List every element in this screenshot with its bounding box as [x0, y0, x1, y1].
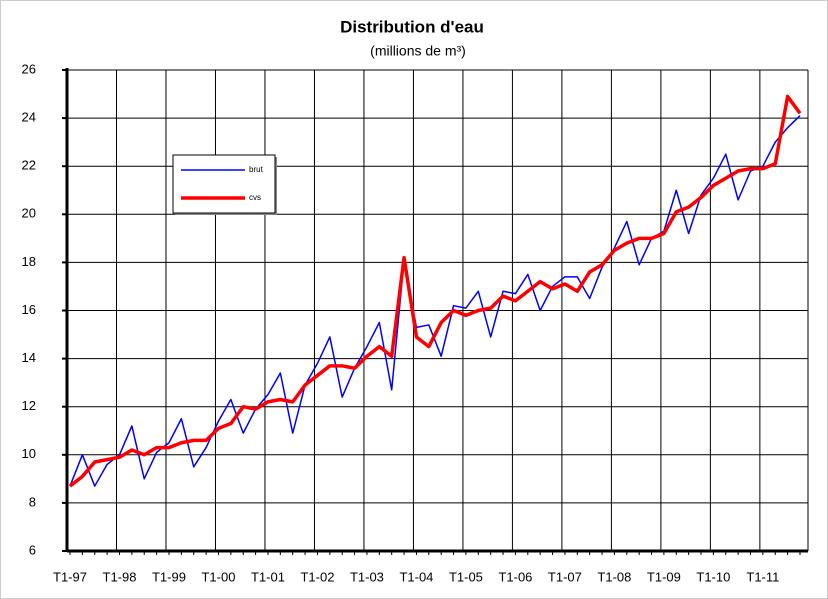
x-tick-label: T1-08 [597, 569, 631, 584]
x-tick-label: T1-07 [548, 569, 582, 584]
x-tick-label: T1-10 [696, 569, 730, 584]
x-tick-label: T1-98 [103, 569, 137, 584]
x-tick-label: T1-02 [300, 569, 334, 584]
legend-box [172, 154, 276, 214]
x-tick-label: T1-99 [152, 569, 186, 584]
x-tick-label: T1-09 [647, 569, 681, 584]
y-tick-label: 16 [22, 302, 36, 317]
legend-label: brut [249, 165, 264, 174]
series-line [68, 94, 802, 488]
y-tick-label: 14 [22, 350, 36, 365]
y-tick-label: 24 [22, 110, 36, 125]
y-tick-label: 10 [22, 446, 36, 461]
chart-title: Distribution d'eau [340, 17, 484, 36]
x-tick-label: T1-97 [53, 569, 87, 584]
x-tick-label: T1-00 [201, 569, 235, 584]
x-tick-label: T1-11 [746, 569, 779, 584]
y-tick-label: 12 [22, 398, 36, 413]
series-line [69, 115, 801, 487]
legend-label: cvs [249, 193, 261, 202]
x-tick-label: T1-03 [350, 569, 384, 584]
x-tick-label: T1-01 [251, 569, 285, 584]
y-tick-label: 6 [29, 542, 36, 557]
y-tick-label: 8 [29, 494, 36, 509]
y-tick-label: 18 [22, 254, 36, 269]
y-tick-label: 26 [22, 61, 36, 76]
chart-subtitle: (millions de m³) [370, 43, 466, 59]
x-tick-label: T1-04 [399, 569, 433, 584]
y-tick-label: 22 [22, 158, 36, 173]
y-tick-label: 20 [22, 206, 36, 221]
x-tick-label: T1-05 [449, 569, 483, 584]
x-tick-label: T1-06 [498, 569, 532, 584]
